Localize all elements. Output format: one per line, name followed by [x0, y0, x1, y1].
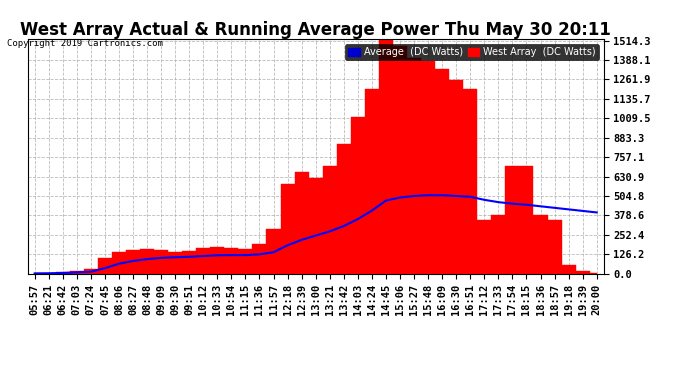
Legend: Average  (DC Watts), West Array  (DC Watts): Average (DC Watts), West Array (DC Watts…	[345, 44, 599, 60]
Title: West Array Actual & Running Average Power Thu May 30 20:11: West Array Actual & Running Average Powe…	[20, 21, 611, 39]
Text: Copyright 2019 Cartronics.com: Copyright 2019 Cartronics.com	[7, 39, 163, 48]
